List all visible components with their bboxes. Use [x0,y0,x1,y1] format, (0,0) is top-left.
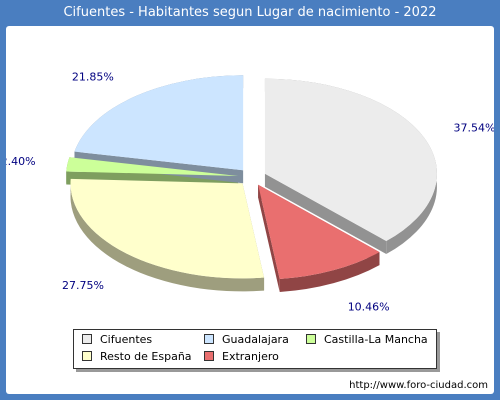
slice-cifuentes [264,78,437,242]
data-label-extranjero: 10.46% [348,301,390,314]
legend-item-resto: Resto de España [82,350,192,364]
slice-castilla-la-mancha [66,157,239,176]
legend-label-extranjero: Extranjero [222,350,279,363]
data-label-cifuentes: 37.54% [454,122,495,135]
legend-label-cifuentes: Cifuentes [100,333,153,346]
legend-swatch-cifuentes [82,334,92,344]
pie-top-layer [66,75,437,280]
slice-wall-end-cifuentes [264,173,387,255]
legend-label-resto: Resto de España [100,350,192,363]
legend-item-guadalajara: Guadalajara [204,333,289,347]
legend-item-castilla: Castilla-La Mancha [306,333,428,347]
pie-chart: 37.54% 10.46% 27.75% 2.40% 21.85% [6,71,494,314]
slice-wall-end-extranjero [258,184,280,293]
legend: Cifuentes Guadalajara Castilla-La Mancha… [73,329,437,369]
slice-resto-de-espa-a [70,178,265,279]
slice-extranjero [258,184,380,280]
legend-label-castilla: Castilla-La Mancha [324,333,428,346]
legend-swatch-extranjero [204,351,214,361]
slice-side-resto-de-espa-a [70,178,265,292]
data-label-castilla-la-mancha: 2.40% [6,155,36,168]
legend-item-cifuentes: Cifuentes [82,333,152,347]
legend-swatch-guadalajara [204,334,214,344]
slice-guadalajara [74,75,244,171]
source-footer: http://www.foro-ciudad.com [349,380,488,391]
pie-label-layer: 37.54% 10.46% 27.75% 2.40% 21.85% [6,71,494,314]
legend-item-extranjero: Extranjero [204,350,279,364]
legend-swatch-castilla [306,334,316,344]
slice-side-extranjero [279,252,380,293]
legend-label-guadalajara: Guadalajara [222,333,289,346]
data-label-resto-de-espa-a: 27.75% [62,279,104,292]
chart-title: Cifuentes - Habitantes segun Lugar de na… [63,5,437,20]
legend-swatch-resto [82,351,92,361]
data-label-guadalajara: 21.85% [72,71,114,84]
